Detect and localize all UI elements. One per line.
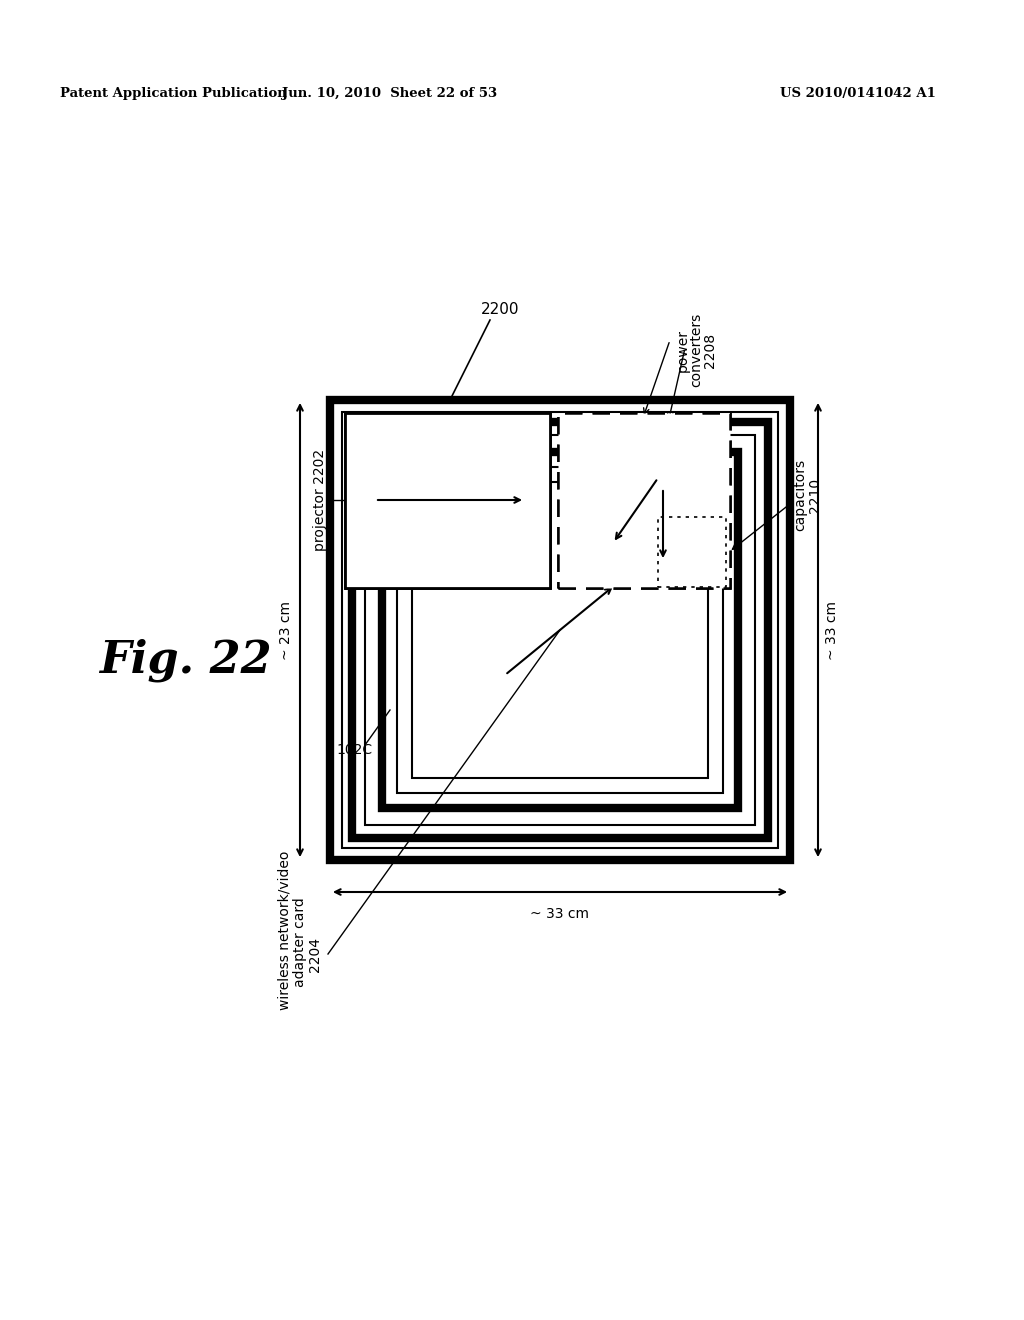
Bar [558, 413, 730, 587]
Text: wireless network/video: wireless network/video [278, 850, 292, 1010]
Bar [345, 413, 550, 587]
Bar [382, 451, 738, 808]
Text: ~ 33 cm: ~ 33 cm [825, 601, 839, 660]
Text: Jun. 10, 2010  Sheet 22 of 53: Jun. 10, 2010 Sheet 22 of 53 [283, 87, 498, 99]
Bar [342, 412, 778, 847]
Bar [397, 467, 723, 793]
Text: adapter card: adapter card [293, 898, 307, 987]
Text: ~ 23 cm: ~ 23 cm [279, 601, 293, 660]
Text: power: power [676, 329, 690, 371]
Text: converters: converters [689, 313, 703, 387]
Bar [345, 413, 550, 587]
Bar [558, 413, 730, 587]
Text: 2208: 2208 [703, 333, 717, 367]
Text: Patent Application Publication: Patent Application Publication [60, 87, 287, 99]
Bar [330, 400, 790, 861]
Text: 2204: 2204 [308, 936, 322, 972]
Bar [412, 482, 708, 777]
Text: US 2010/0141042 A1: US 2010/0141042 A1 [780, 87, 936, 99]
Bar [658, 517, 726, 587]
Bar [352, 422, 768, 838]
Text: capacitors: capacitors [793, 459, 807, 531]
Bar [365, 436, 755, 825]
Text: projector 2202: projector 2202 [313, 449, 327, 550]
Bar [658, 517, 726, 587]
Text: 102C: 102C [337, 743, 373, 756]
Bar [330, 400, 790, 861]
Text: Fig. 22: Fig. 22 [98, 639, 271, 681]
Text: ~ 33 cm: ~ 33 cm [530, 907, 590, 921]
Text: 2210: 2210 [808, 478, 822, 512]
Text: 2200: 2200 [480, 302, 519, 318]
